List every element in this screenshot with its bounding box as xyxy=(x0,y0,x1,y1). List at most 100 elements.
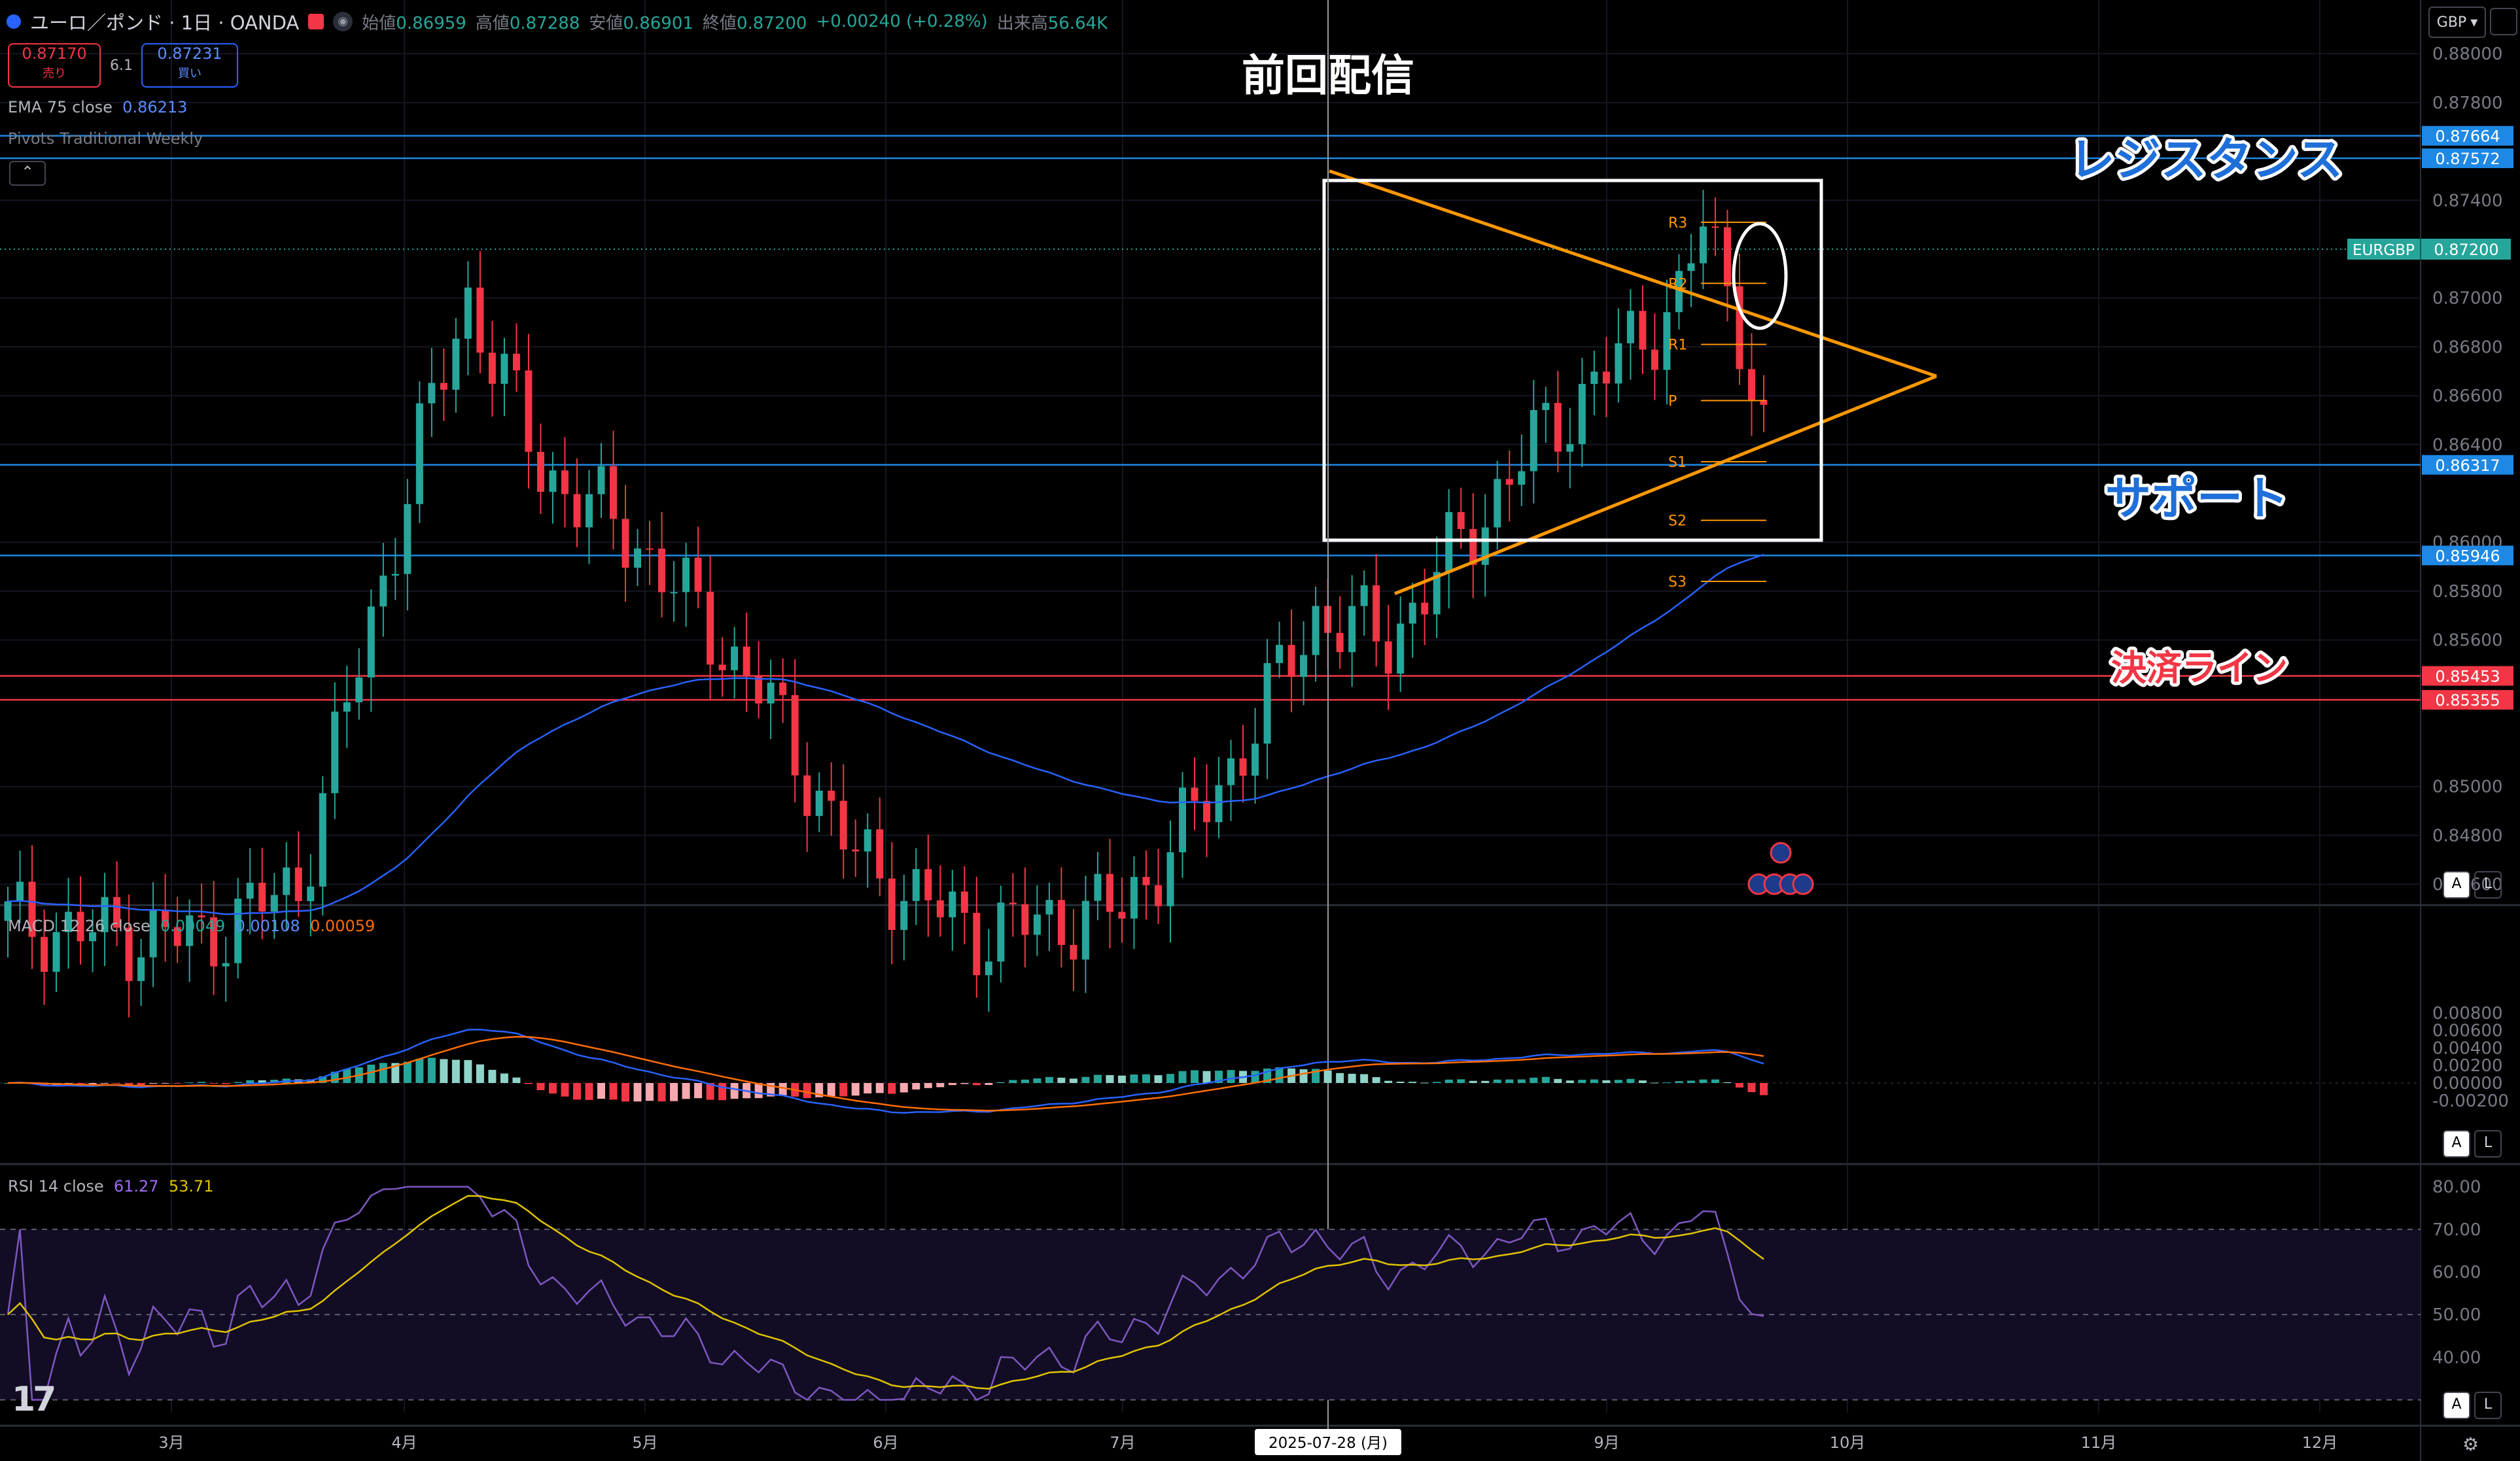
settings-icon[interactable]: ⚙ xyxy=(2462,1434,2479,1455)
candle xyxy=(101,872,109,967)
candle xyxy=(549,452,557,524)
candle-body xyxy=(428,383,436,404)
candle-body xyxy=(1736,286,1743,370)
candle-body xyxy=(270,895,278,912)
candle xyxy=(707,555,714,701)
macd-histogram-bar xyxy=(1348,1073,1356,1083)
macd-histogram-bar xyxy=(900,1083,908,1093)
macd-histogram-bar xyxy=(1178,1071,1187,1083)
macd-histogram-bar xyxy=(912,1083,920,1090)
macd-histogram-bar xyxy=(936,1083,945,1088)
sell-button[interactable]: 0.87170 売り xyxy=(8,43,101,88)
candle-body xyxy=(1409,602,1416,624)
candle xyxy=(1070,908,1077,991)
rsi-band-background xyxy=(0,1229,2421,1400)
candle-body xyxy=(488,352,496,384)
macd-tick-label: 0.00000 xyxy=(2432,1074,2503,1093)
rsi-auto-scale-button[interactable]: A xyxy=(2443,1392,2470,1419)
hide-eye-icon[interactable]: ◉ xyxy=(333,12,353,31)
y-tick-label: 0.85800 xyxy=(2432,582,2503,602)
candle xyxy=(1106,838,1113,949)
candle xyxy=(1384,604,1392,710)
current-price-tag xyxy=(2347,238,2511,260)
candle xyxy=(1057,867,1065,968)
crosshair-date-label: 2025-07-28 (月) xyxy=(1269,1435,1388,1452)
macd-histogram-bar xyxy=(1384,1080,1393,1083)
macd-histogram-bar xyxy=(246,1080,254,1083)
rsi-log-scale-button[interactable]: L xyxy=(2474,1392,2502,1419)
candle-body xyxy=(1578,384,1586,445)
candle-body xyxy=(149,910,157,957)
auto-scale-button[interactable]: A xyxy=(2443,871,2470,899)
candle-body xyxy=(634,548,642,568)
candle-body xyxy=(222,963,230,967)
candle xyxy=(1081,876,1089,993)
support-label-outline: サポート xyxy=(2105,472,2288,525)
macd-histogram-bar xyxy=(1566,1080,1574,1083)
macd-histogram-bar xyxy=(367,1064,376,1083)
candle-body xyxy=(670,592,678,594)
ema-legend[interactable]: EMA 75 close 0.86213 xyxy=(8,98,188,116)
pivot-label: S1 xyxy=(1668,455,1687,471)
macd-histogram-bar xyxy=(536,1083,545,1090)
level-price-tag xyxy=(2422,545,2513,566)
candle-body xyxy=(815,790,823,816)
level-price-label: 0.87572 xyxy=(2435,150,2500,168)
candle xyxy=(440,348,447,421)
more-options-button[interactable] xyxy=(2490,8,2517,35)
level-price-label: 0.85453 xyxy=(2435,668,2500,686)
candle-body xyxy=(573,494,581,528)
collapse-legend-button[interactable]: ⌃ xyxy=(9,161,46,186)
triangle-lower-line xyxy=(1394,374,1937,595)
candle-body xyxy=(658,548,666,593)
candle xyxy=(1494,460,1501,550)
macd-histogram-bar xyxy=(1336,1073,1344,1083)
candle xyxy=(113,861,121,946)
candle xyxy=(694,526,702,609)
candle xyxy=(283,842,290,931)
pivots-legend[interactable]: Pivots Traditional Weekly xyxy=(8,129,203,148)
buy-button[interactable]: 0.87231 買い xyxy=(141,43,238,88)
economic-event-icon xyxy=(1770,842,1792,864)
macd-histogram-bar xyxy=(657,1083,666,1102)
candle xyxy=(500,337,508,417)
candle xyxy=(415,381,423,523)
currency-selector[interactable]: GBP ▾ xyxy=(2428,7,2486,38)
candle xyxy=(1130,856,1138,950)
candle xyxy=(1590,351,1598,415)
candle xyxy=(1518,434,1526,506)
macd-histogram-bar xyxy=(1299,1069,1308,1083)
macd-histogram-bar xyxy=(1154,1075,1163,1083)
candle-body xyxy=(949,891,956,918)
macd-histogram-bar xyxy=(1033,1078,1041,1083)
candle xyxy=(864,813,871,888)
price-change: +0.00240 (+0.28%) xyxy=(816,12,988,31)
log-scale-button[interactable]: L xyxy=(2474,871,2502,899)
macd-log-scale-button[interactable]: L xyxy=(2474,1130,2502,1158)
candle xyxy=(1651,313,1658,400)
candle xyxy=(173,897,181,963)
candle xyxy=(985,929,992,1012)
macd-histogram-bar xyxy=(1045,1076,1053,1083)
candle xyxy=(1675,254,1683,330)
macd-histogram-bar xyxy=(1614,1080,1622,1083)
candle-body xyxy=(307,886,315,901)
candle xyxy=(852,819,860,878)
candle xyxy=(561,437,569,528)
symbol-title[interactable]: ユーロ／ポンド · 1日 · OANDA xyxy=(30,12,300,34)
y-tick-label: 0.87800 xyxy=(2432,94,2503,113)
candle-body xyxy=(997,902,1005,962)
candle-body xyxy=(440,383,447,390)
macd-legend[interactable]: MACD 12 26 close 0.00049 0.00108 0.00059 xyxy=(8,917,376,935)
candle xyxy=(488,320,496,417)
macd-histogram-bar xyxy=(839,1083,848,1097)
candle-body xyxy=(1373,585,1380,642)
candle xyxy=(1360,570,1368,636)
rsi-legend[interactable]: RSI 14 close 61.27 53.71 xyxy=(8,1177,214,1195)
macd-histogram-bar xyxy=(754,1083,763,1099)
macd-auto-scale-button[interactable]: A xyxy=(2443,1130,2470,1158)
macd-histogram-bar xyxy=(803,1083,811,1099)
candle xyxy=(949,869,956,951)
